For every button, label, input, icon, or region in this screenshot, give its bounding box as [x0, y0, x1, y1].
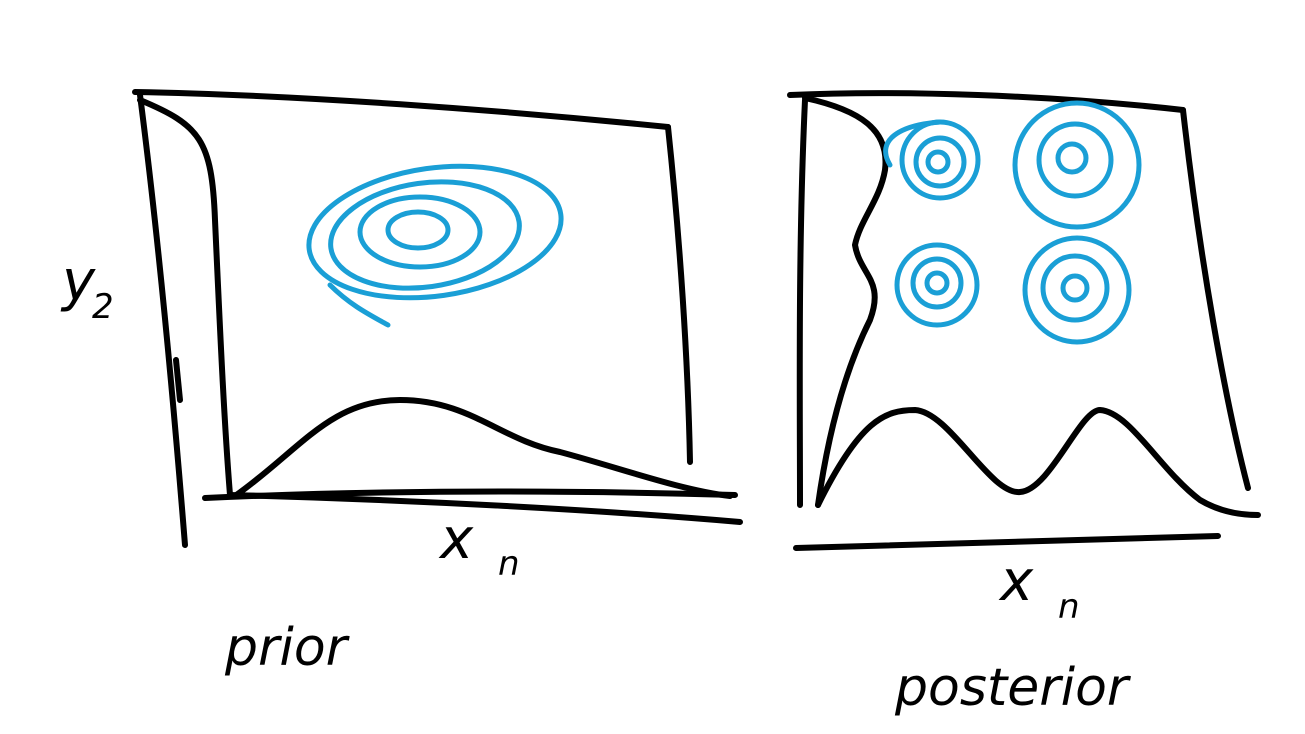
- baseline: [227, 492, 743, 525]
- marginal-x: [815, 407, 1261, 518]
- y-axis: [137, 92, 188, 548]
- x-label: x: [438, 507, 474, 572]
- marginal-x: [232, 397, 733, 499]
- frame-right: [665, 124, 693, 465]
- x-label: x: [998, 549, 1034, 614]
- frame-right: [1180, 107, 1251, 491]
- prior-contours: [306, 163, 564, 328]
- frame-top: [132, 89, 671, 130]
- frame-top: [787, 90, 1186, 113]
- posterior-contours: [883, 100, 1142, 345]
- y-label: y: [60, 249, 96, 314]
- posterior-panel: x n posterior: [787, 90, 1261, 718]
- y-axis: [796, 97, 808, 508]
- x-subscript: n: [1058, 587, 1080, 627]
- x-axis: [793, 533, 1221, 551]
- caption: posterior: [894, 658, 1132, 718]
- y-subscript: 2: [92, 287, 114, 327]
- marginal-y: [137, 97, 233, 498]
- axis-stroke: [173, 357, 183, 403]
- prior-panel: y 2 x n prior: [60, 89, 743, 678]
- x-subscript: n: [498, 544, 520, 584]
- marginal-y: [802, 95, 889, 508]
- caption: prior: [224, 618, 351, 678]
